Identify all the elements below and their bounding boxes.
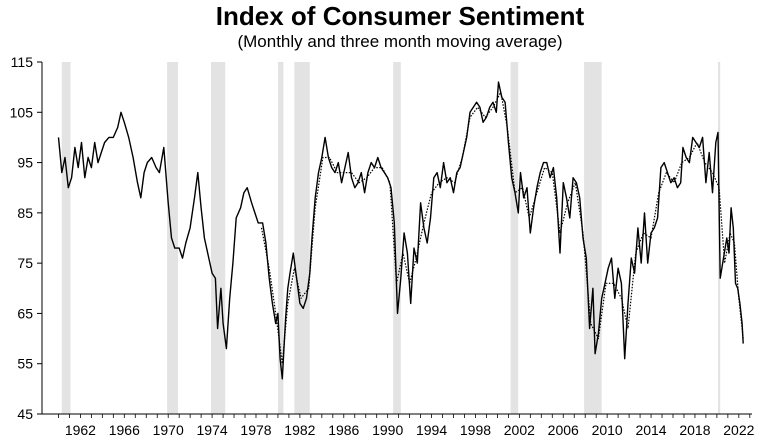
y-tick-label-75: 75 <box>17 255 33 271</box>
y-tick-label-85: 85 <box>17 205 33 221</box>
y-tick-label-65: 65 <box>17 305 33 321</box>
x-tick-label-1978: 1978 <box>240 422 271 438</box>
y-tick-label-55: 55 <box>17 356 33 372</box>
y-tick-label-45: 45 <box>17 406 33 422</box>
x-tick-label-1986: 1986 <box>328 422 359 438</box>
x-tick-label-1966: 1966 <box>109 422 140 438</box>
x-tick-label-1962: 1962 <box>65 422 96 438</box>
x-tick-label-2018: 2018 <box>679 422 710 438</box>
recession-band-3 <box>277 62 284 414</box>
x-tick-label-1990: 1990 <box>372 422 403 438</box>
x-tick-label-1998: 1998 <box>460 422 491 438</box>
recession-band-1 <box>167 62 179 414</box>
y-tick-label-105: 105 <box>10 104 34 120</box>
x-tick-label-2002: 2002 <box>504 422 535 438</box>
recession-band-5 <box>393 62 401 414</box>
y-tick-label-115: 115 <box>11 54 34 70</box>
x-tick-label-2010: 2010 <box>592 422 623 438</box>
x-tick-label-2022: 2022 <box>723 422 754 438</box>
x-tick-label-1994: 1994 <box>416 422 447 438</box>
chart-subtitle: (Monthly and three month moving average) <box>237 32 563 51</box>
chart-title: Index of Consumer Sentiment <box>215 1 585 31</box>
x-tick-label-1982: 1982 <box>284 422 315 438</box>
recession-band-2 <box>210 62 226 414</box>
x-tick-label-1974: 1974 <box>197 422 228 438</box>
x-tick-label-1970: 1970 <box>153 422 184 438</box>
x-tick-label-2014: 2014 <box>635 422 666 438</box>
x-tick-label-2006: 2006 <box>548 422 579 438</box>
y-tick-label-95: 95 <box>17 155 33 171</box>
series-line-monthly <box>57 81 744 380</box>
recession-band-6 <box>510 62 519 414</box>
recession-band-4 <box>294 62 310 414</box>
recession-band-7 <box>584 62 602 414</box>
series-line-moving-average <box>260 91 744 365</box>
recession-band-0 <box>61 62 71 414</box>
